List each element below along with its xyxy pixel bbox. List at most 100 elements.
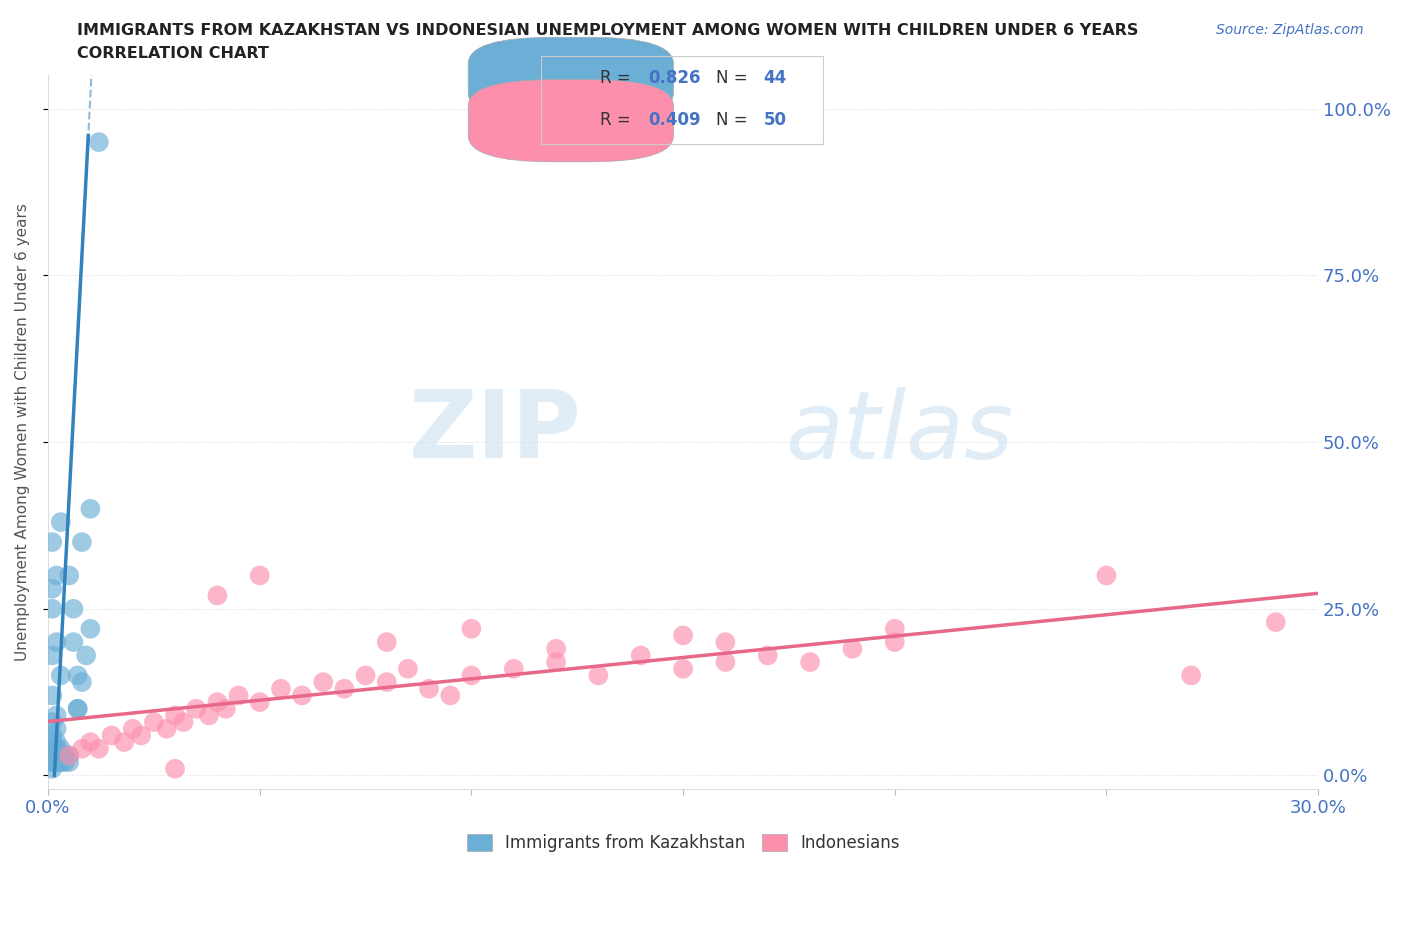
- Point: [79, 735, 101, 750]
- Point: [312, 674, 335, 689]
- Point: [49, 741, 72, 756]
- Point: [70, 741, 93, 756]
- Point: [714, 634, 737, 649]
- Point: [354, 668, 377, 683]
- Point: [546, 642, 568, 657]
- Point: [45, 568, 67, 583]
- Point: [62, 634, 84, 649]
- Point: [58, 754, 80, 769]
- Point: [799, 655, 821, 670]
- Text: CORRELATION CHART: CORRELATION CHART: [77, 46, 269, 61]
- Point: [45, 708, 67, 723]
- Point: [460, 668, 482, 683]
- Point: [173, 714, 195, 729]
- Point: [41, 602, 63, 617]
- Point: [1264, 615, 1286, 630]
- Point: [41, 581, 63, 596]
- Point: [100, 728, 122, 743]
- Point: [396, 661, 419, 676]
- Point: [672, 628, 695, 643]
- Legend: Immigrants from Kazakhstan, Indonesians: Immigrants from Kazakhstan, Indonesians: [460, 828, 907, 859]
- Point: [45, 754, 67, 769]
- Point: [41, 754, 63, 769]
- Point: [756, 648, 779, 663]
- Point: [207, 588, 229, 603]
- Point: [1180, 668, 1202, 683]
- Point: [883, 634, 905, 649]
- Point: [714, 655, 737, 670]
- Point: [45, 735, 67, 750]
- Point: [121, 722, 143, 737]
- Point: [41, 688, 63, 703]
- Point: [45, 754, 67, 769]
- Point: [79, 501, 101, 516]
- Text: 0.826: 0.826: [648, 69, 700, 86]
- Point: [41, 748, 63, 763]
- Point: [588, 668, 610, 683]
- Text: N =: N =: [716, 69, 752, 86]
- Point: [49, 754, 72, 769]
- Point: [49, 754, 72, 769]
- Y-axis label: Unemployment Among Women with Children Under 6 years: Unemployment Among Women with Children U…: [15, 203, 30, 661]
- Point: [228, 688, 250, 703]
- Point: [249, 568, 271, 583]
- Point: [70, 674, 93, 689]
- Point: [45, 634, 67, 649]
- Point: [53, 754, 76, 769]
- Point: [439, 688, 461, 703]
- Text: IMMIGRANTS FROM KAZAKHSTAN VS INDONESIAN UNEMPLOYMENT AMONG WOMEN WITH CHILDREN : IMMIGRANTS FROM KAZAKHSTAN VS INDONESIAN…: [77, 23, 1139, 38]
- Point: [70, 535, 93, 550]
- Text: N =: N =: [716, 112, 752, 129]
- Text: atlas: atlas: [785, 387, 1012, 478]
- Point: [291, 688, 314, 703]
- Point: [62, 602, 84, 617]
- Point: [375, 634, 398, 649]
- Point: [41, 648, 63, 663]
- Point: [418, 682, 440, 697]
- Point: [375, 674, 398, 689]
- Text: R =: R =: [600, 112, 637, 129]
- Point: [41, 762, 63, 777]
- Point: [270, 682, 292, 697]
- Point: [53, 748, 76, 763]
- Text: Source: ZipAtlas.com: Source: ZipAtlas.com: [1216, 23, 1364, 37]
- Point: [1095, 568, 1118, 583]
- Point: [112, 735, 135, 750]
- Point: [41, 741, 63, 756]
- Point: [45, 741, 67, 756]
- Point: [249, 695, 271, 710]
- Point: [58, 748, 80, 763]
- Point: [155, 722, 177, 737]
- Text: 44: 44: [763, 69, 787, 86]
- Point: [41, 754, 63, 769]
- Point: [45, 722, 67, 737]
- Text: ZIP: ZIP: [409, 386, 582, 478]
- Point: [41, 735, 63, 750]
- Point: [165, 762, 187, 777]
- Point: [58, 748, 80, 763]
- FancyBboxPatch shape: [468, 80, 673, 162]
- Point: [502, 661, 524, 676]
- Point: [186, 701, 208, 716]
- Text: 50: 50: [763, 112, 786, 129]
- Point: [41, 728, 63, 743]
- Point: [198, 708, 221, 723]
- Point: [87, 135, 110, 150]
- Point: [546, 655, 568, 670]
- Point: [66, 701, 89, 716]
- Point: [45, 748, 67, 763]
- Point: [58, 568, 80, 583]
- Point: [49, 514, 72, 529]
- Point: [41, 535, 63, 550]
- Point: [460, 621, 482, 636]
- Point: [66, 668, 89, 683]
- Point: [87, 741, 110, 756]
- Point: [207, 695, 229, 710]
- Point: [215, 701, 238, 716]
- Point: [79, 621, 101, 636]
- Point: [630, 648, 652, 663]
- Point: [165, 708, 187, 723]
- Point: [333, 682, 356, 697]
- Point: [841, 642, 863, 657]
- Point: [672, 661, 695, 676]
